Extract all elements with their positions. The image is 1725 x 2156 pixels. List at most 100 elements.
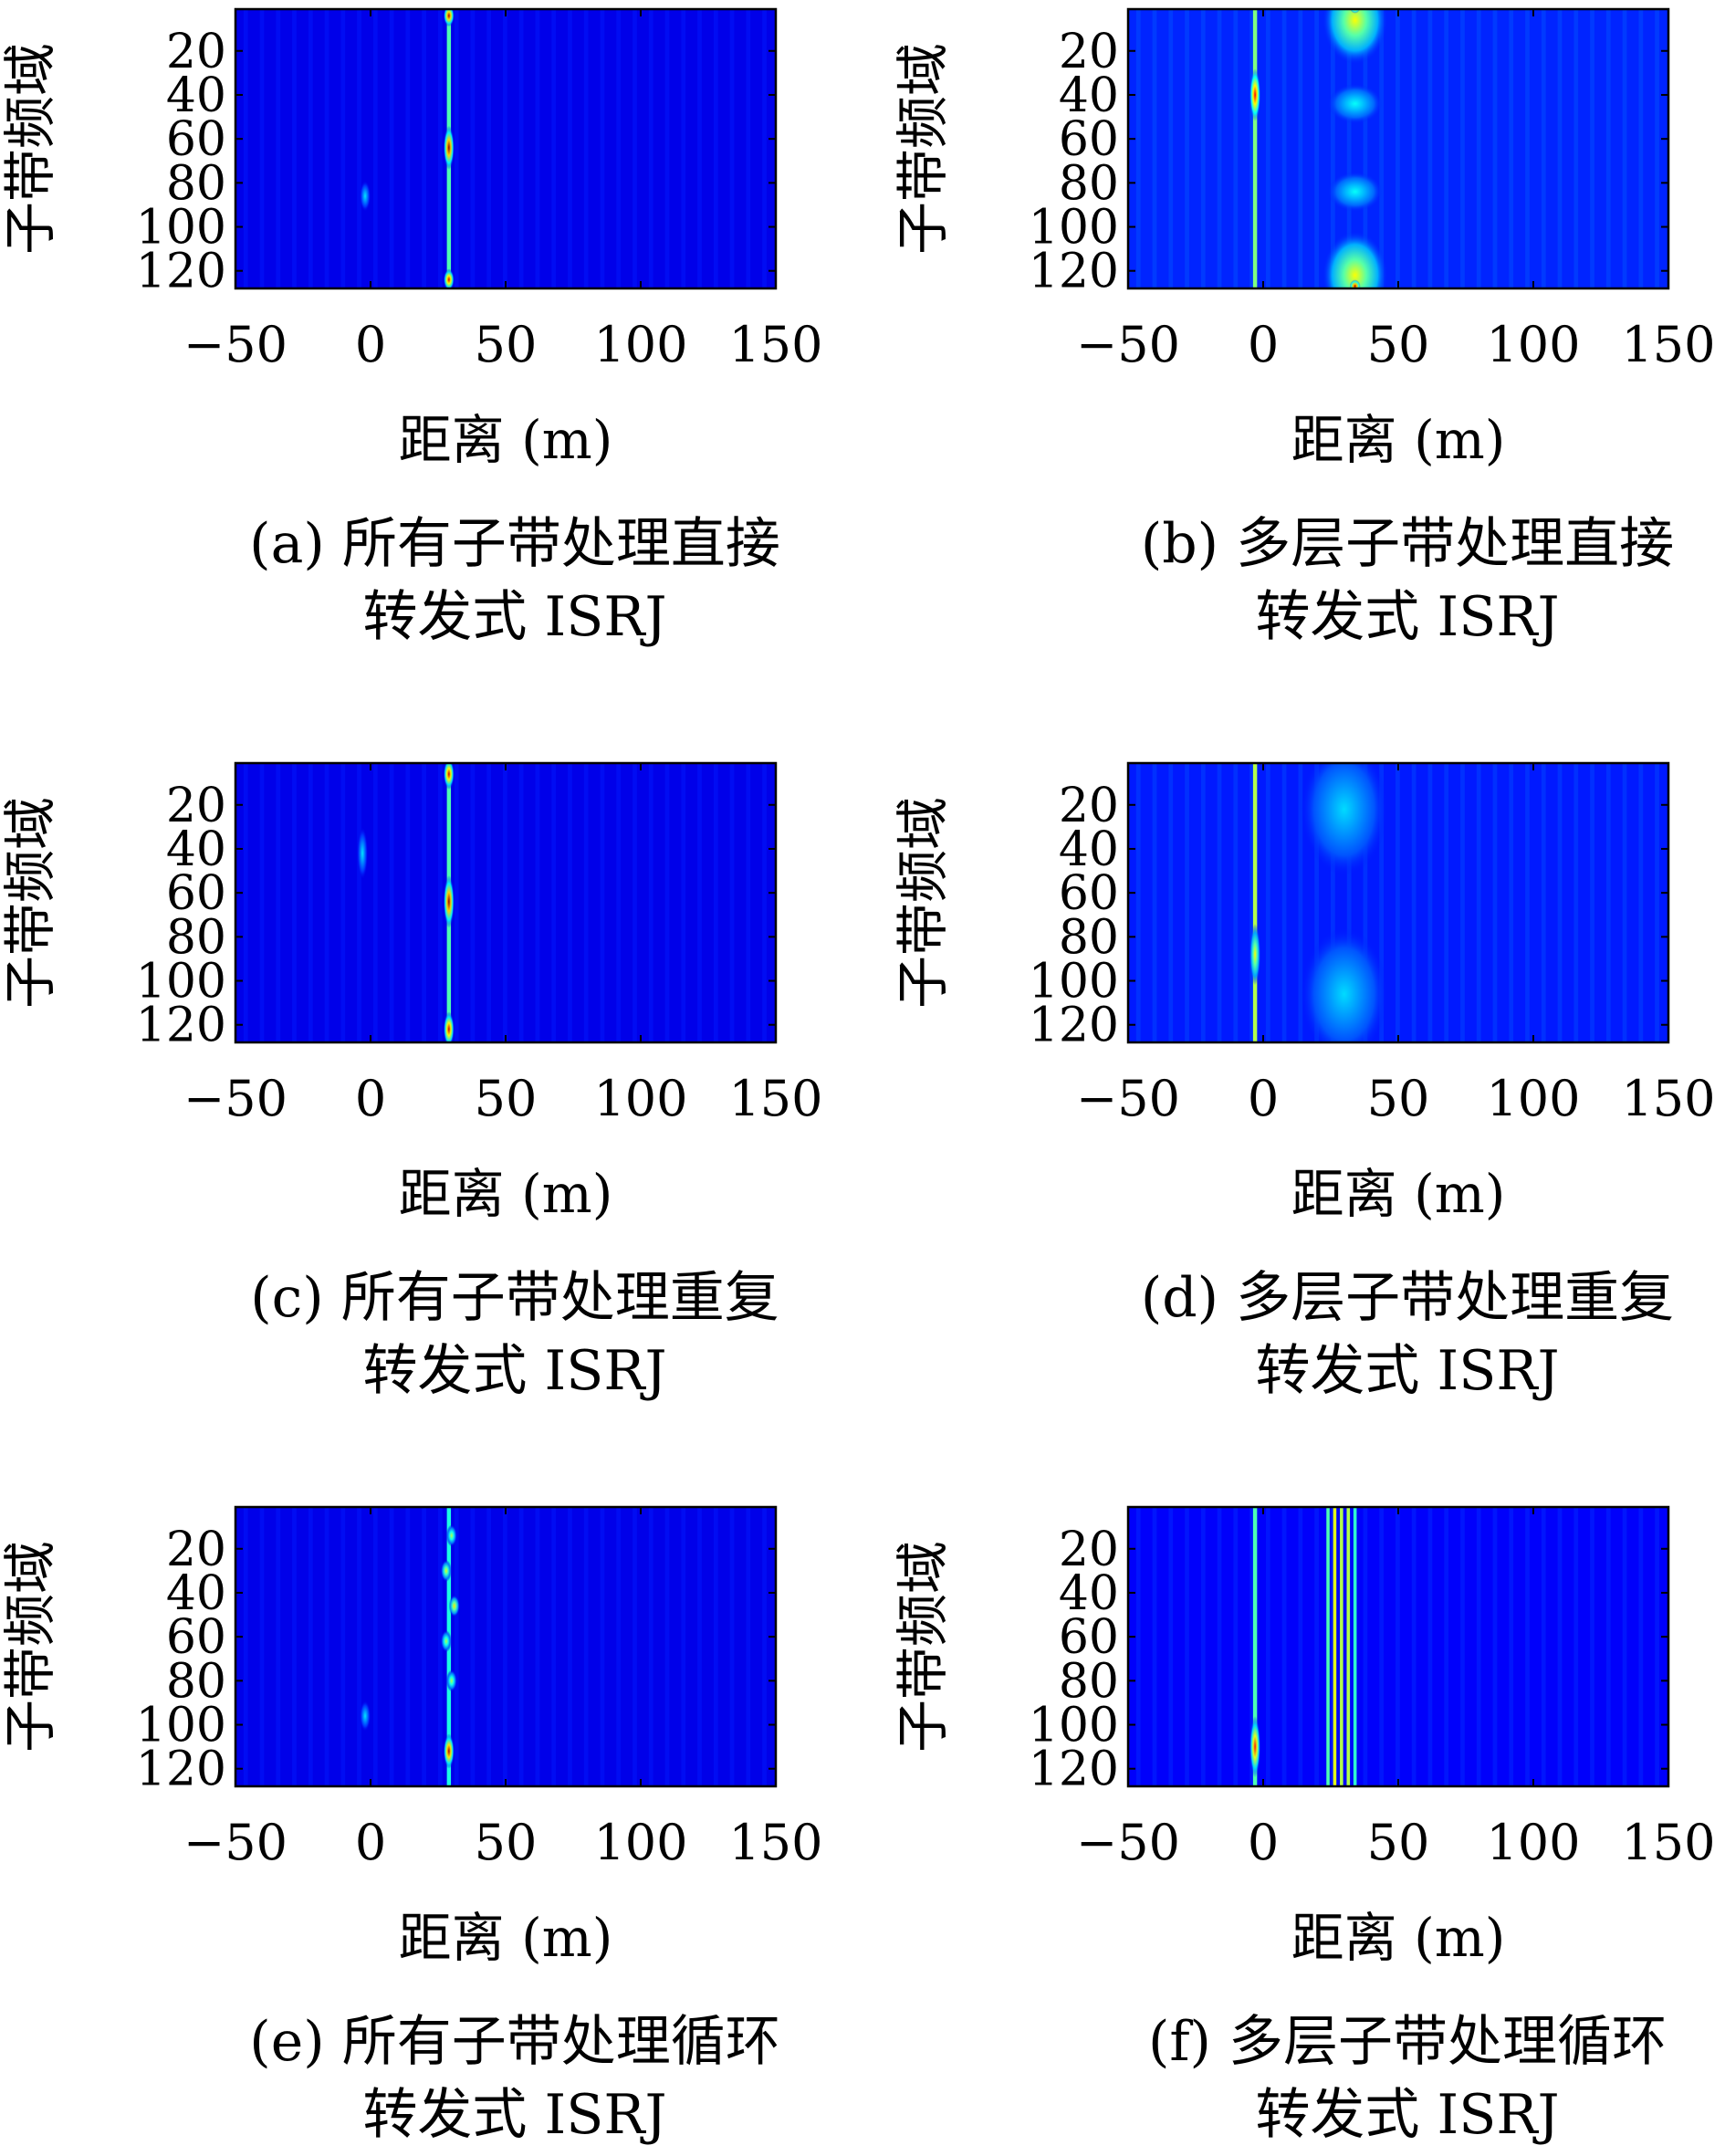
sidelobe-stripe [454,9,459,288]
y-tick-label: 40 [1059,68,1119,123]
sidelobe-stripe [1655,1507,1659,1786]
x-tick-label: 50 [475,316,538,373]
sidelobe-stripe [1379,763,1385,1042]
panel-caption-line1: (a) 所有子带处理直接 [249,512,780,576]
sidelobe-stripe [1622,9,1627,288]
y-tick-label: 100 [136,1699,226,1753]
sidelobe-stripe [259,763,265,1042]
sidelobe-stripe [1541,763,1546,1042]
sidelobe-stripe [422,9,426,288]
column-mark [1326,1507,1330,1786]
sidelobe-stripe [1331,763,1335,1042]
x-tick-label: −50 [1076,1070,1180,1127]
heatmap-background [235,9,776,288]
sidelobe-stripe [308,763,313,1042]
sidelobe-stripe [1622,763,1627,1042]
sidelobe-stripe [486,9,492,288]
sidelobe-stripe [697,9,702,288]
y-tick-label: 60 [1059,112,1119,167]
sidelobe-stripe [746,1507,751,1786]
spot-mark [1328,172,1383,212]
sidelobe-stripe [1217,763,1222,1042]
sidelobe-stripe [1281,9,1287,288]
y-tick-label: 80 [166,1654,226,1709]
sidelobe-stripe [503,9,507,288]
sidelobe-stripe [276,1507,281,1786]
sidelobe-stripe [422,1507,426,1786]
x-axis-label: 距离 (m) [399,1907,613,1969]
sidelobe-stripe [1396,1507,1400,1786]
x-tick-label: 50 [475,1070,538,1127]
sidelobe-stripe [1476,9,1481,288]
sidelobe-stripe [276,763,281,1042]
y-tick-label: 60 [166,866,226,921]
sidelobe-stripe [697,763,702,1042]
sidelobe-stripe [600,9,605,288]
x-tick-label: 150 [728,1070,822,1127]
sidelobe-stripe [1200,1507,1206,1786]
sidelobe-stripe [713,9,718,288]
spot-mark [1322,231,1388,288]
x-axis-label: 距离 (m) [399,409,613,471]
sidelobe-stripe [1411,9,1417,288]
sidelobe-stripe [1573,763,1579,1042]
x-tick-label: −50 [1076,316,1180,373]
spot-mark [1349,279,1361,288]
sidelobe-stripe [648,9,653,288]
sidelobe-stripe [664,763,670,1042]
x-tick-label: 100 [1486,1814,1580,1871]
y-tick-label: 100 [1029,1699,1119,1753]
y-axis-label: 子带频域 [892,797,954,1009]
sidelobe-stripe [1396,9,1400,288]
sidelobe-stripe [681,1507,686,1786]
sidelobe-stripe [1590,1507,1594,1786]
column-mark [1346,1507,1351,1786]
x-tick-label: 50 [1367,1070,1430,1127]
sidelobe-stripe [1476,1507,1481,1786]
y-axis-label: 子带频域 [0,1541,61,1753]
sidelobe-stripe [1509,763,1514,1042]
sidelobe-stripe [762,1507,767,1786]
sidelobe-stripe [1605,763,1611,1042]
sidelobe-stripe [1265,763,1270,1042]
panel-caption-line2: 转发式 ISRJ [362,2083,666,2147]
spot-mark [360,1701,371,1732]
sidelobe-stripe [762,9,767,288]
sidelobe-stripe [1476,763,1481,1042]
sidelobe-stripe [664,9,670,288]
y-tick-label: 120 [1029,245,1119,299]
sidelobe-stripe [1557,1507,1563,1786]
sidelobe-stripe [1427,763,1433,1042]
sidelobe-stripe [357,763,361,1042]
y-tick-label: 20 [1059,1523,1119,1577]
sidelobe-stripe [1200,763,1206,1042]
heatmap-background [235,763,776,1042]
x-axis-label: 距离 (m) [399,1163,613,1225]
spot-mark [1328,83,1383,124]
y-axis-label: 子带频域 [0,797,61,1009]
y-tick-label: 60 [1059,1610,1119,1665]
sidelobe-stripe [405,1507,411,1786]
sidelobe-stripe [681,9,686,288]
panel-caption-line2: 转发式 ISRJ [362,585,666,649]
sidelobe-stripe [357,9,361,288]
sidelobe-stripe [1655,9,1659,288]
sidelobe-stripe [1363,9,1368,288]
sidelobe-stripe [454,1507,459,1786]
sidelobe-stripe [357,1507,361,1786]
sidelobe-stripe [1427,1507,1433,1786]
sidelobe-stripe [1233,9,1239,288]
sidelobe-stripe [1363,763,1368,1042]
sidelobe-stripe [583,1507,589,1786]
sidelobe-stripe [1525,1507,1530,1786]
sidelobe-stripe [389,763,394,1042]
y-tick-label: 120 [1029,1743,1119,1797]
sidelobe-stripe [1427,9,1433,288]
spot-mark [448,1595,460,1617]
spot-mark [1249,1715,1261,1778]
sidelobe-stripe [1411,1507,1417,1786]
sidelobe-stripe [405,9,411,288]
y-tick-label: 60 [166,112,226,167]
